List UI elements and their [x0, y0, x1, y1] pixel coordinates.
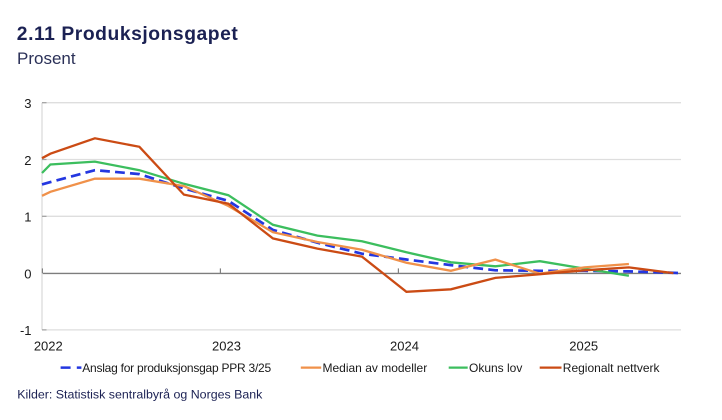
svg-text:Anslag for produksjonsgap PPR: Anslag for produksjonsgap PPR 3/25: [82, 361, 271, 375]
svg-text:2: 2: [24, 153, 31, 168]
svg-text:2022: 2022: [34, 338, 63, 353]
svg-text:2024: 2024: [390, 338, 419, 353]
svg-text:3: 3: [24, 96, 31, 111]
svg-text:Prosent: Prosent: [17, 49, 76, 68]
svg-text:-1: -1: [20, 323, 32, 338]
svg-text:Median av modeller: Median av modeller: [323, 361, 428, 375]
svg-text:2023: 2023: [212, 338, 241, 353]
svg-text:2025: 2025: [569, 338, 598, 353]
svg-text:1: 1: [24, 210, 31, 225]
svg-text:Okuns lov: Okuns lov: [469, 361, 522, 375]
svg-text:Kilder: Statistisk sentralbyrå: Kilder: Statistisk sentralbyrå og Norges…: [17, 388, 263, 402]
svg-text:Regionalt nettverk: Regionalt nettverk: [563, 361, 661, 375]
svg-text:2.11 Produksjonsgapet: 2.11 Produksjonsgapet: [17, 24, 239, 45]
svg-text:0: 0: [24, 266, 31, 281]
